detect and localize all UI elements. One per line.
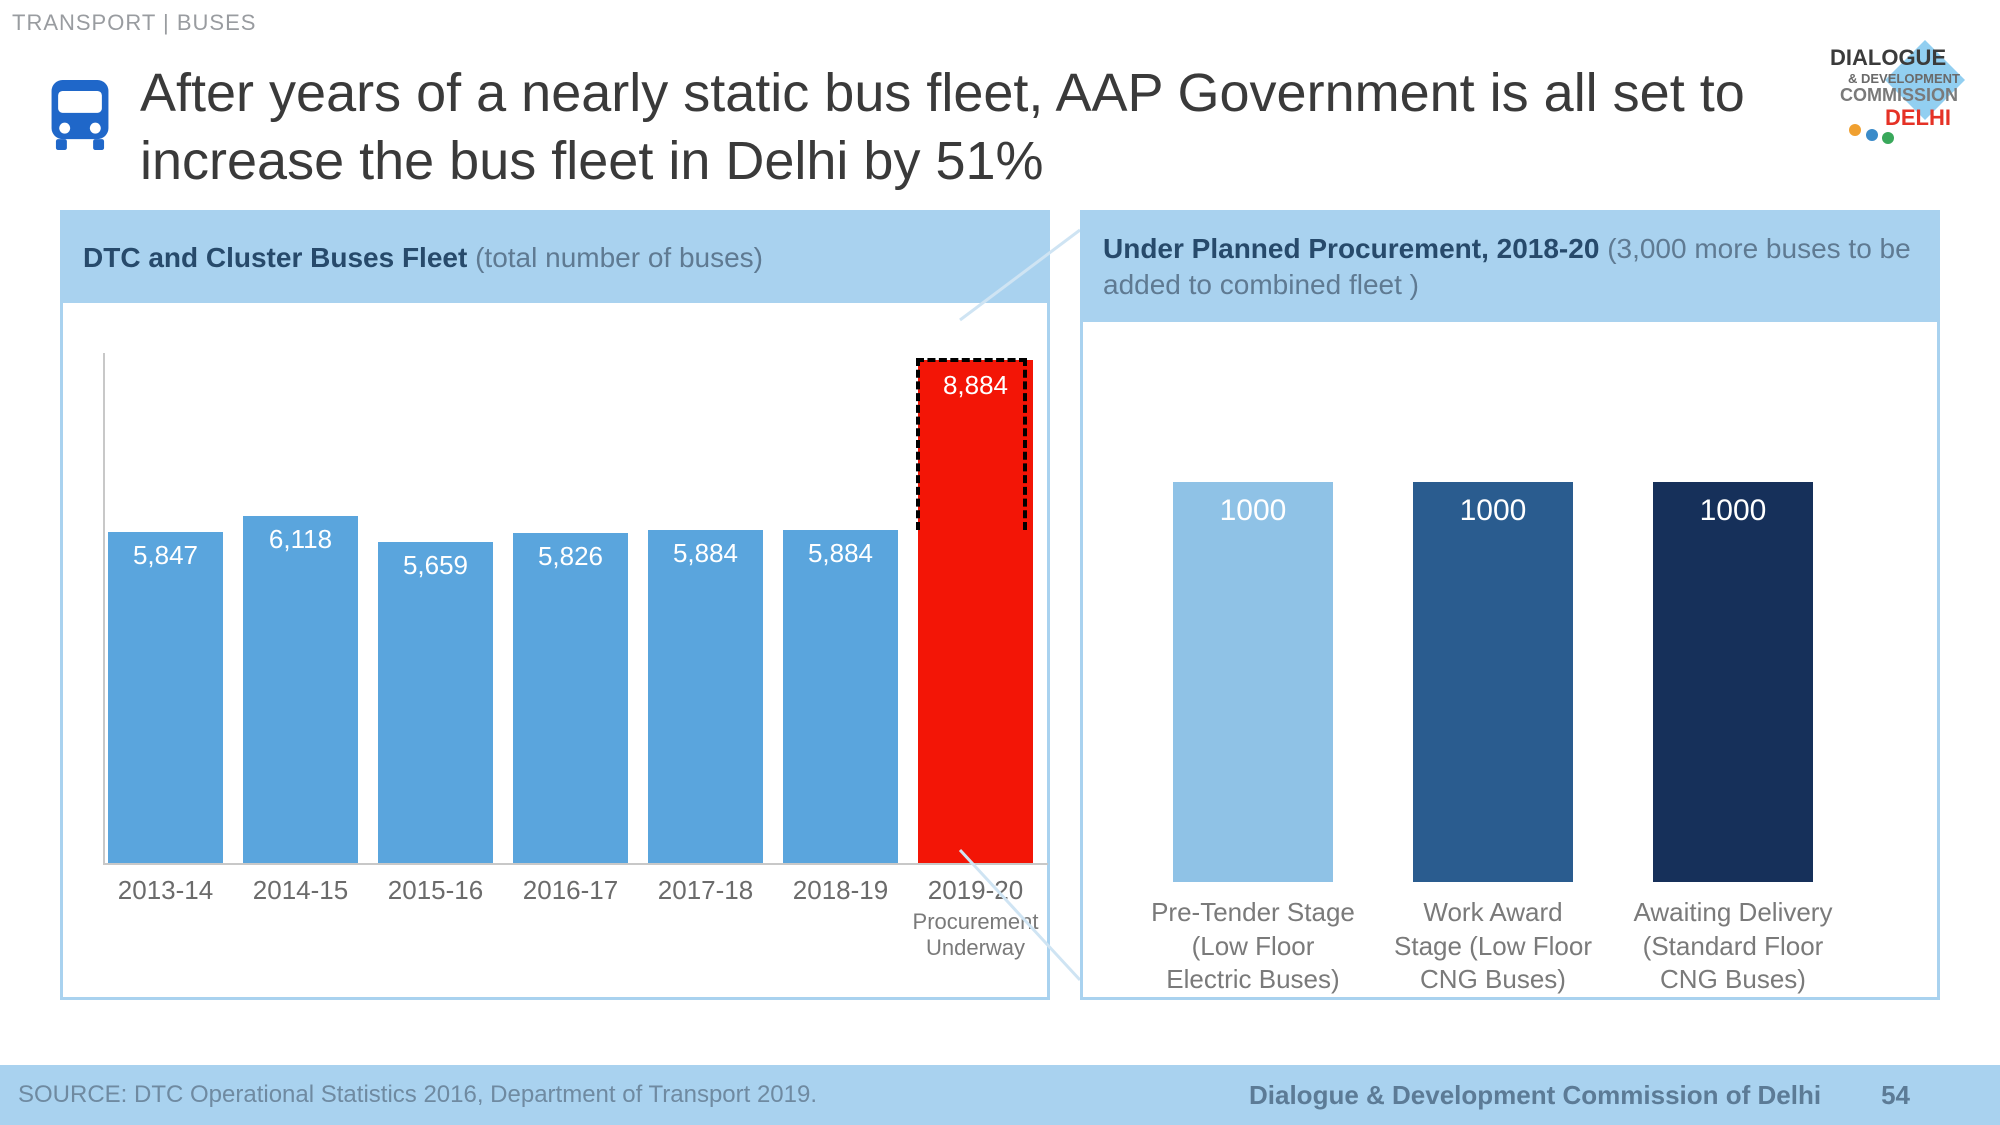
fleet-bar (378, 542, 493, 863)
y-axis (103, 353, 105, 863)
fleet-bar-sublabel: Procurement Underway (898, 909, 1053, 962)
fleet-bar-value: 5,884 (783, 538, 898, 569)
fleet-bar-value: 5,826 (513, 541, 628, 572)
fleet-bar-xlabel: 2015-16 (370, 875, 501, 906)
proc-bar (1653, 482, 1813, 882)
panel-fleet: DTC and Cluster Buses Fleet (total numbe… (60, 210, 1050, 1000)
panel-procurement-header: Under Planned Procurement, 2018-20 (3,00… (1083, 213, 1937, 322)
fleet-bar-value: 5,847 (108, 540, 223, 571)
footer-source: SOURCE: DTC Operational Statistics 2016,… (0, 1081, 1249, 1109)
panel-fleet-title-light: (total number of buses) (475, 242, 763, 273)
proc-bar-value: 1000 (1173, 494, 1333, 528)
svg-text:DELHI: DELHI (1885, 105, 1951, 130)
x-axis (103, 863, 1048, 865)
fleet-bar (513, 533, 628, 863)
panel-fleet-header: DTC and Cluster Buses Fleet (total numbe… (63, 213, 1047, 303)
panel-proc-title-bold: Under Planned Procurement, 2018-20 (1103, 233, 1599, 264)
svg-text:& DEVELOPMENT: & DEVELOPMENT (1848, 71, 1960, 86)
proc-bar-value: 1000 (1413, 494, 1573, 528)
proc-bar-xlabel: Awaiting Delivery(Standard FloorCNG Buse… (1613, 896, 1853, 997)
org-logo: DIALOGUE & DEVELOPMENT COMMISSION DELHI (1830, 35, 1970, 155)
breadcrumb-sub: BUSES (177, 10, 257, 35)
proc-bar (1173, 482, 1333, 882)
fleet-bar-value: 5,884 (648, 538, 763, 569)
fleet-bar-xlabel: 2018-19 (775, 875, 906, 906)
proc-bar-xlabel: Pre-Tender Stage(Low FloorElectric Buses… (1133, 896, 1373, 997)
fleet-bar (108, 532, 223, 863)
svg-text:COMMISSION: COMMISSION (1840, 85, 1958, 105)
footer: SOURCE: DTC Operational Statistics 2016,… (0, 1065, 2000, 1125)
proc-bar-xlabel: Work AwardStage (Low FloorCNG Buses) (1373, 896, 1613, 997)
fleet-bar-value: 5,659 (378, 550, 493, 581)
fleet-bar-value: 6,118 (243, 524, 358, 555)
fleet-bar (243, 516, 358, 863)
panel-fleet-title-bold: DTC and Cluster Buses Fleet (83, 242, 467, 273)
fleet-bar-xlabel: 2013-14 (100, 875, 231, 906)
breadcrumb: TRANSPORT | BUSES (12, 10, 256, 36)
fleet-bar-xlabel: 2014-15 (235, 875, 366, 906)
page-title: After years of a nearly static bus fleet… (140, 60, 1780, 195)
footer-page: 54 (1881, 1080, 2000, 1111)
bus-icon (45, 75, 115, 155)
footer-org: Dialogue & Development Commission of Del… (1249, 1080, 1881, 1111)
proc-bar (1413, 482, 1573, 882)
fleet-bar-xlabel: 2016-17 (505, 875, 636, 906)
fleet-bar (648, 530, 763, 863)
fleet-bar-value: 8,884 (918, 370, 1033, 401)
fleet-bar-xlabel: 2017-18 (640, 875, 771, 906)
fleet-bar-xlabel: 2019-20 (910, 875, 1041, 906)
svg-text:DIALOGUE: DIALOGUE (1830, 45, 1946, 70)
breadcrumb-sep: | (163, 10, 170, 35)
slide: TRANSPORT | BUSES DIALOGUE & DEVELOPMENT… (0, 0, 2000, 1125)
panel-procurement: Under Planned Procurement, 2018-20 (3,00… (1080, 210, 1940, 1000)
proc-bar-value: 1000 (1653, 494, 1813, 528)
breadcrumb-section: TRANSPORT (12, 10, 156, 35)
procurement-chart: 1000Pre-Tender Stage(Low FloorElectric B… (1083, 322, 1937, 972)
fleet-chart: 5,847 2013-14 6,118 2014-15 5,659 2015-16 5,82… (63, 303, 1047, 953)
fleet-bar (783, 530, 898, 863)
